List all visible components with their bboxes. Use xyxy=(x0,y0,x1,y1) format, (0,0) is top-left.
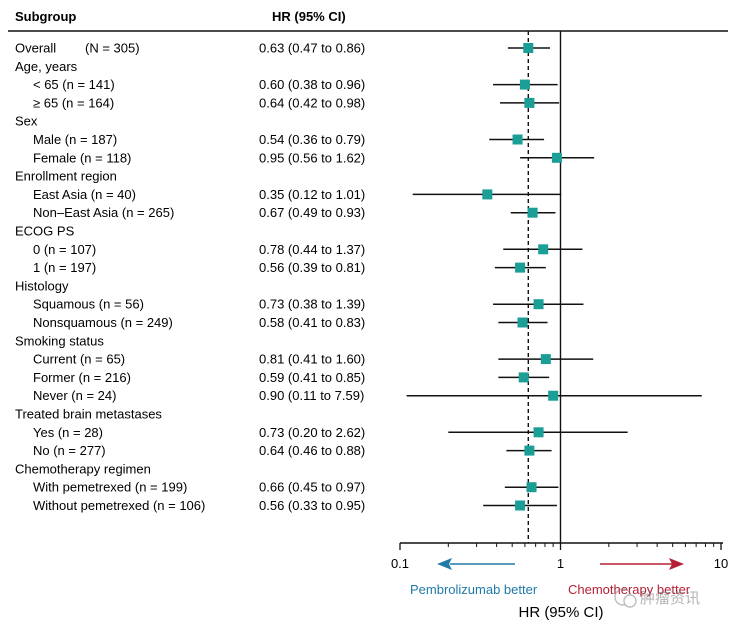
hr-ci-value: 0.35 (0.12 to 1.01) xyxy=(259,187,365,202)
subgroup-label: Former (n = 216) xyxy=(33,370,131,385)
x-axis-title: HR (95% CI) xyxy=(518,604,603,621)
subgroup-label: Current (n = 65) xyxy=(33,352,125,367)
hr-ci-value: 0.95 (0.56 to 1.62) xyxy=(259,150,365,165)
hr-ci-value: 0.73 (0.20 to 2.62) xyxy=(259,425,365,440)
x-axis: 0.1 1 10 xyxy=(391,542,728,571)
subgroup-column-header: Subgroup xyxy=(15,9,76,24)
hr-ci-value: 0.60 (0.38 to 0.96) xyxy=(259,77,365,92)
subgroup-label: < 65 (n = 141) xyxy=(33,77,115,92)
watermark-text: 肿瘤资讯 xyxy=(640,590,700,607)
hr-point-marker xyxy=(526,482,537,493)
subgroup-label: Non–East Asia (n = 265) xyxy=(33,205,174,220)
subgroup-category-label: Sex xyxy=(15,114,38,129)
chemotherapy-better-arrow xyxy=(600,558,684,570)
subgroup-label: Nonsquamous (n = 249) xyxy=(33,315,173,330)
subgroup-category-label: ECOG PS xyxy=(15,224,75,239)
subgroup-label: Without pemetrexed (n = 106) xyxy=(33,498,205,513)
hr-ci-value: 0.73 (0.38 to 1.39) xyxy=(259,297,365,312)
chemotherapy-better-label: Chemotherapy better xyxy=(568,582,691,597)
watermark: 肿瘤资讯 xyxy=(614,588,700,608)
hr-column-header: HR (95% CI) xyxy=(272,9,346,24)
hr-ci-value: 0.67 (0.49 to 0.93) xyxy=(259,205,365,220)
hr-ci-value: 0.78 (0.44 to 1.37) xyxy=(259,242,365,257)
pembrolizumab-better-arrow xyxy=(437,558,515,570)
hr-ci-value: 0.58 (0.41 to 0.83) xyxy=(259,315,365,330)
hr-point-marker xyxy=(512,134,523,145)
subgroup-label: No (n = 277) xyxy=(33,443,106,458)
hr-point-marker xyxy=(482,189,493,200)
hr-ci-value: 0.63 (0.47 to 0.86) xyxy=(259,41,365,56)
hr-point-marker xyxy=(540,354,551,365)
hr-point-marker xyxy=(527,207,538,218)
hr-ci-value: 0.90 (0.11 to 7.59) xyxy=(259,388,364,403)
estimate-marks xyxy=(406,43,702,511)
subgroup-label: Female (n = 118) xyxy=(33,150,131,165)
subgroup-label: East Asia (n = 40) xyxy=(33,187,136,202)
hr-point-marker xyxy=(518,372,529,383)
hr-point-marker xyxy=(515,262,526,273)
pembrolizumab-better-label: Pembrolizumab better xyxy=(410,582,538,597)
subgroup-category-label: Enrollment region xyxy=(15,169,117,184)
subgroup-label: Overall xyxy=(15,41,56,56)
hr-point-marker xyxy=(519,79,530,90)
rows-layer: Overall (N = 305) 0.63 (0.47 to 0.86) Age, … xyxy=(15,41,365,514)
subgroup-label: Male (n = 187) xyxy=(33,132,117,147)
subgroup-label: Yes (n = 28) xyxy=(33,425,103,440)
hr-point-marker xyxy=(551,152,562,163)
subgroup-category-label: Treated brain metastases xyxy=(15,407,162,422)
hr-point-marker xyxy=(533,427,544,438)
subgroup-category-label: Age, years xyxy=(15,59,78,74)
hr-point-marker xyxy=(515,500,526,511)
hr-point-marker xyxy=(524,445,535,456)
subgroup-label: With pemetrexed (n = 199) xyxy=(33,480,187,495)
subgroup-category-label: Smoking status xyxy=(15,333,104,348)
hr-point-marker xyxy=(523,43,534,53)
hr-point-marker xyxy=(517,317,528,328)
hr-point-marker xyxy=(548,390,559,401)
hr-ci-value: 0.66 (0.45 to 0.97) xyxy=(259,480,365,495)
hr-ci-value: 0.64 (0.46 to 0.88) xyxy=(259,443,365,458)
hr-ci-value: 0.56 (0.33 to 0.95) xyxy=(259,498,365,513)
hr-ci-value: 0.81 (0.41 to 1.60) xyxy=(259,352,365,367)
hr-ci-value: 0.64 (0.42 to 0.98) xyxy=(259,95,365,110)
hr-point-marker xyxy=(538,244,549,255)
subgroup-label: Never (n = 24) xyxy=(33,388,116,403)
hr-ci-value: 0.56 (0.39 to 0.81) xyxy=(259,260,365,275)
hr-ci-value: 0.54 (0.36 to 0.79) xyxy=(259,132,365,147)
subgroup-label: 0 (n = 107) xyxy=(33,242,96,257)
hr-point-marker xyxy=(533,299,544,310)
subgroup-category-label: Histology xyxy=(15,278,69,293)
subgroup-label: ≥ 65 (n = 164) xyxy=(33,95,114,110)
subgroup-label: Squamous (n = 56) xyxy=(33,297,144,312)
hr-ci-value: 0.59 (0.41 to 0.85) xyxy=(259,370,365,385)
x-tick-label: 0.1 xyxy=(391,556,409,571)
x-tick-label: 1 xyxy=(557,556,564,571)
x-tick-label: 10 xyxy=(714,556,728,571)
wechat-icon-bubble xyxy=(623,594,637,608)
hr-point-marker xyxy=(524,97,535,108)
subgroup-category-label: Chemotherapy regimen xyxy=(15,461,151,476)
subgroup-n-label: (N = 305) xyxy=(85,41,140,56)
reference-lines xyxy=(527,31,562,543)
subgroup-label: 1 (n = 197) xyxy=(33,260,96,275)
